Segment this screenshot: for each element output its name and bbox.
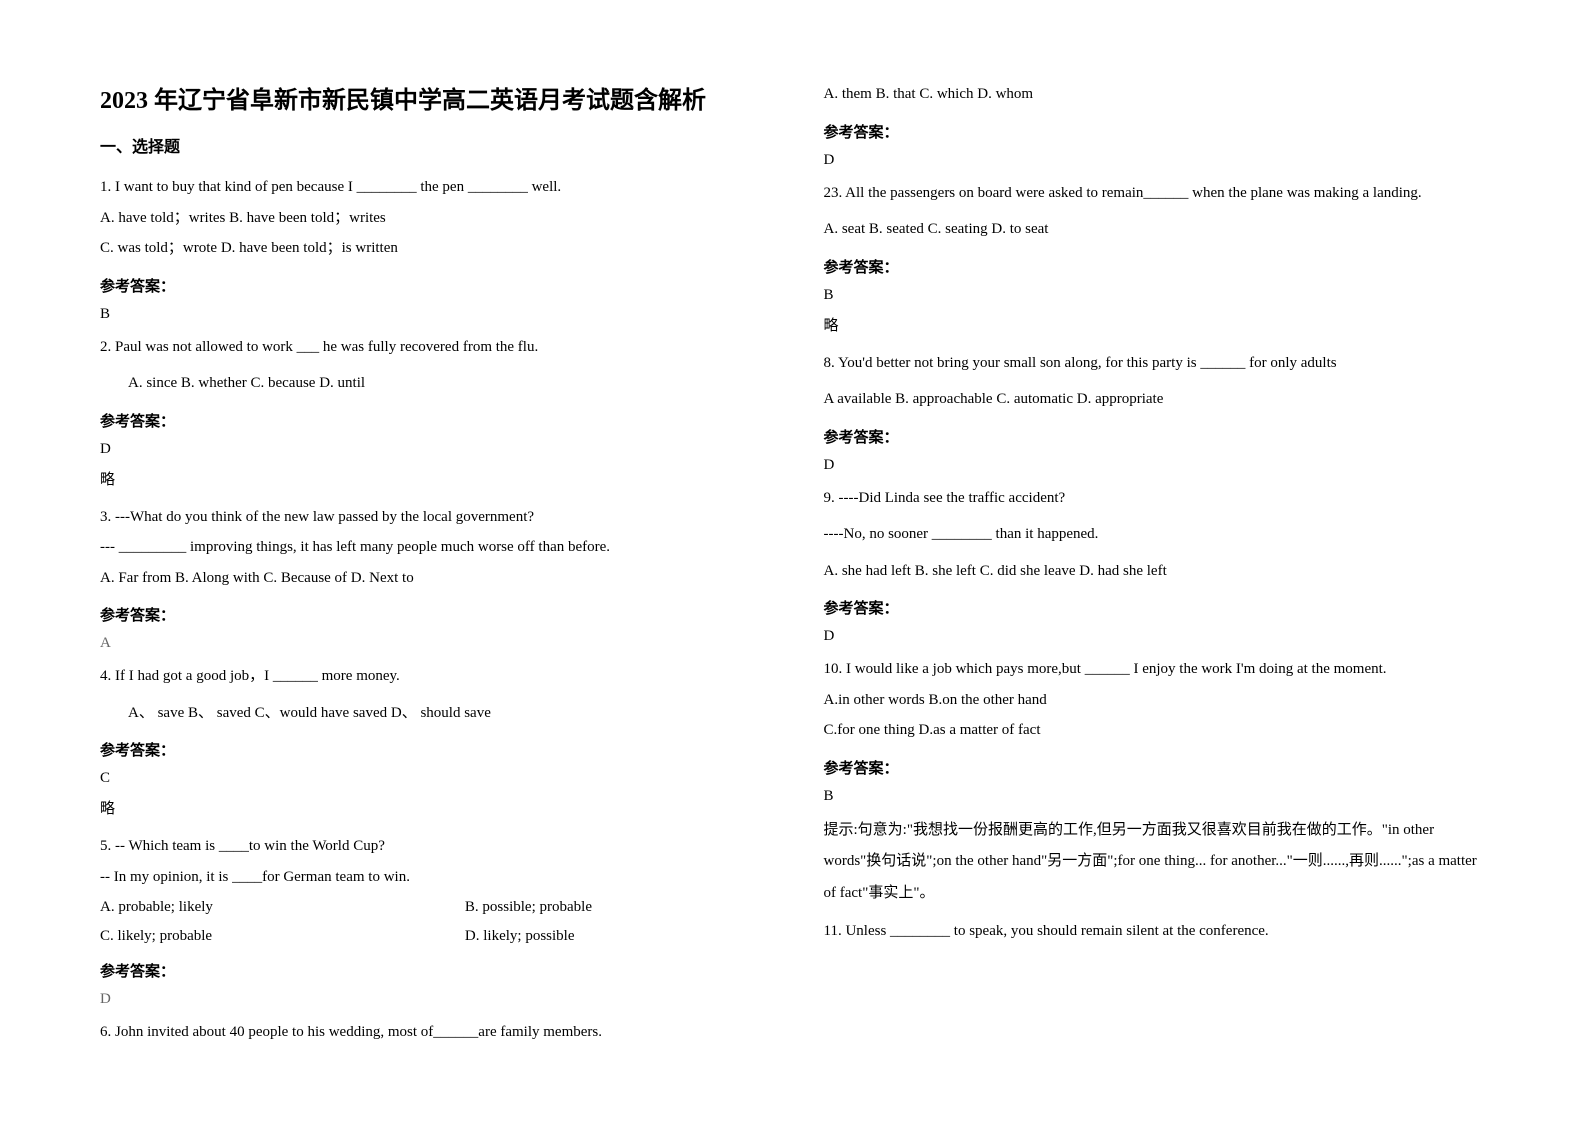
exam-title: 2023 年辽宁省阜新市新民镇中学高二英语月考试题含解析 <box>100 80 764 115</box>
q9-text: 9. ----Did Linda see the traffic acciden… <box>824 484 1488 513</box>
q6-answer: D <box>824 152 1488 169</box>
q5-text: 5. -- Which team is ____to win the World… <box>100 832 764 861</box>
q4-answer: C <box>100 770 764 787</box>
q23-opts: A. seat B. seated C. seating D. to seat <box>824 215 1488 244</box>
q5-optA: A. probable; likely <box>100 893 465 922</box>
q8-answer: D <box>824 457 1488 474</box>
q1-text: 1. I want to buy that kind of pen becaus… <box>100 173 764 202</box>
q2-answer: D <box>100 441 764 458</box>
answer-label: 参考答案： <box>100 739 764 760</box>
answer-label: 参考答案： <box>824 121 1488 142</box>
q1-answer: B <box>100 306 764 323</box>
q1-opts-1: A. have told；writes B. have been told；wr… <box>100 204 764 233</box>
q5-opts-row2: C. likely; probable D. likely; possible <box>100 922 764 951</box>
q10-line2: A.in other words B.on the other hand <box>824 686 1488 715</box>
q23-text: 23. All the passengers on board were ask… <box>824 179 1488 208</box>
q23-answer: B <box>824 287 1488 304</box>
q9-opts: A. she had left B. she left C. did she l… <box>824 557 1488 586</box>
q11-text: 11. Unless ________ to speak, you should… <box>824 917 1488 946</box>
q6-text: 6. John invited about 40 people to his w… <box>100 1018 764 1047</box>
q1-opts-2: C. was told；wrote D. have been told；is w… <box>100 234 764 263</box>
note: 略 <box>824 314 1488 335</box>
q5-optD: D. likely; possible <box>465 922 575 951</box>
note: 略 <box>100 797 764 818</box>
q5-line2: -- In my opinion, it is ____for German t… <box>100 863 764 892</box>
answer-label: 参考答案： <box>824 597 1488 618</box>
q4-opts: A、 save B、 saved C、would have saved D、 s… <box>100 699 764 728</box>
q3-text: 3. ---What do you think of the new law p… <box>100 503 764 532</box>
q3-opts: A. Far from B. Along with C. Because of … <box>100 564 764 593</box>
q3-answer: A <box>100 635 764 652</box>
q10-line3: C.for one thing D.as a matter of fact <box>824 716 1488 745</box>
left-column: 2023 年辽宁省阜新市新民镇中学高二英语月考试题含解析 一、选择题 1. I … <box>100 80 764 1092</box>
answer-label: 参考答案： <box>824 426 1488 447</box>
q2-text: 2. Paul was not allowed to work ___ he w… <box>100 333 764 362</box>
q10-text: 10. I would like a job which pays more,b… <box>824 655 1488 684</box>
q5-opts-row1: A. probable; likely B. possible; probabl… <box>100 893 764 922</box>
note: 略 <box>100 468 764 489</box>
q10-explanation: 提示:句意为:"我想找一份报酬更高的工作,但另一方面我又很喜欢目前我在做的工作。… <box>824 815 1488 910</box>
q5-answer: D <box>100 991 764 1008</box>
q8-opts: A available B. approachable C. automatic… <box>824 385 1488 414</box>
q3-line2: --- _________ improving things, it has l… <box>100 533 764 562</box>
right-column: A. them B. that C. which D. whom 参考答案： D… <box>824 80 1488 1092</box>
q5-optB: B. possible; probable <box>465 893 592 922</box>
q4-text: 4. If I had got a good job，I ______ more… <box>100 662 764 691</box>
answer-label: 参考答案： <box>100 275 764 296</box>
q10-answer: B <box>824 788 1488 805</box>
answer-label: 参考答案： <box>100 410 764 431</box>
section-heading: 一、选择题 <box>100 133 764 157</box>
q6-opts: A. them B. that C. which D. whom <box>824 80 1488 109</box>
answer-label: 参考答案： <box>100 604 764 625</box>
q9-answer: D <box>824 628 1488 645</box>
q8-text: 8. You'd better not bring your small son… <box>824 349 1488 378</box>
q9-line2: ----No, no sooner ________ than it happe… <box>824 520 1488 549</box>
q5-optC: C. likely; probable <box>100 922 465 951</box>
answer-label: 参考答案： <box>100 960 764 981</box>
answer-label: 参考答案： <box>824 757 1488 778</box>
answer-label: 参考答案： <box>824 256 1488 277</box>
q2-opts: A. since B. whether C. because D. until <box>100 369 764 398</box>
